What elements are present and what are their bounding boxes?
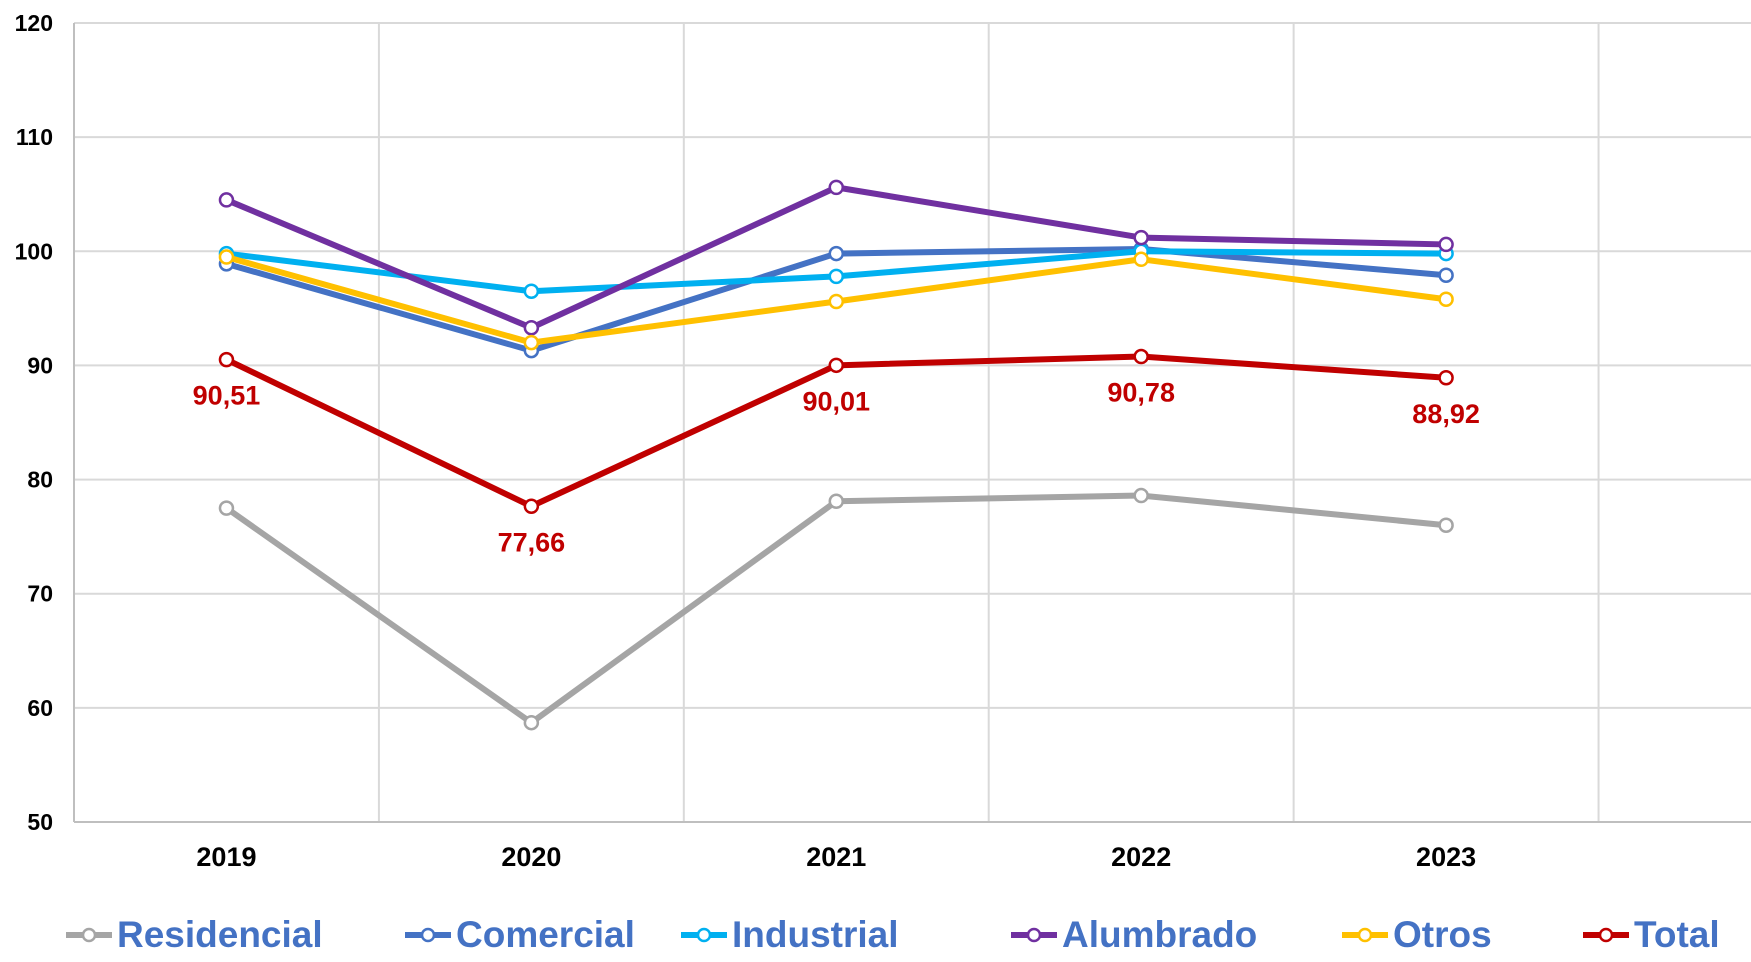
point-total: [1438, 370, 1454, 386]
y-tick-label: 90: [27, 352, 53, 378]
point-total: [523, 498, 540, 515]
gridlines: [74, 22, 1751, 822]
data-label: 90,51: [193, 381, 261, 411]
series-line-residencial: [223, 492, 1450, 726]
point-residencial: [523, 714, 540, 731]
point-alumbrado: [1438, 236, 1454, 253]
data-label: 77,66: [498, 527, 566, 557]
point-residencial: [1133, 487, 1149, 504]
point-industrial: [523, 283, 540, 299]
point-residencial: [1438, 517, 1454, 533]
point-alumbrado: [1133, 229, 1149, 246]
point-otros: [1438, 291, 1454, 307]
x-axis-ticks: 2019 2020 2021 2022 2023: [196, 842, 1476, 872]
point-residencial: [218, 500, 235, 516]
y-tick-label: 50: [27, 809, 53, 835]
legend-label: Total: [1634, 914, 1720, 955]
y-tick-label: 60: [27, 695, 53, 721]
point-total: [828, 357, 845, 374]
point-otros: [218, 249, 235, 265]
point-residencial: [828, 493, 845, 510]
legend-label: Alumbrado: [1062, 914, 1258, 955]
data-labels: 90,51 77,66 90,01 90,78 88,92: [193, 378, 1480, 558]
legend: Residencial Comercial Industrial Alumbrado O…: [0, 908, 1751, 962]
x-tick-label: 2023: [1416, 842, 1476, 872]
x-tick-label: 2021: [806, 842, 866, 872]
point-industrial: [828, 268, 845, 285]
legend-marker-icon: [681, 927, 727, 943]
point-total: [218, 351, 235, 368]
x-tick-label: 2022: [1111, 842, 1171, 872]
legend-marker-icon: [1011, 927, 1057, 943]
point-comercial: [828, 245, 845, 262]
legend-item-comercial: Comercial: [404, 908, 635, 962]
x-tick-label: 2019: [196, 842, 256, 872]
data-label: 88,92: [1412, 399, 1480, 429]
y-tick-label: 70: [27, 581, 53, 607]
data-label: 90,78: [1107, 378, 1175, 408]
point-otros: [828, 293, 845, 310]
y-tick-label: 100: [15, 238, 53, 264]
legend-item-residencial: Residencial: [65, 908, 323, 962]
line-chart: 50 60 70 80 90 100 110 120 2019 2020 2021 2022 2023…: [15, 10, 1751, 872]
point-otros: [1133, 251, 1149, 268]
series-line-total: [223, 353, 1450, 510]
y-axis-ticks: 50 60 70 80 90 100 110 120: [15, 10, 53, 835]
point-total: [1133, 348, 1149, 365]
y-tick-label: 80: [27, 467, 53, 493]
y-tick-label: 110: [16, 124, 53, 150]
series-lines: [218, 179, 1454, 731]
y-tick-label: 120: [15, 10, 53, 36]
legend-marker-icon: [1342, 927, 1388, 943]
point-alumbrado: [828, 179, 845, 196]
legend-item-industrial: Industrial: [680, 908, 899, 962]
legend-marker-icon: [1583, 927, 1629, 943]
point-comercial: [1438, 267, 1454, 284]
legend-item-total: Total: [1582, 908, 1720, 962]
legend-item-alumbrado: Alumbrado: [1010, 908, 1257, 962]
x-tick-label: 2020: [501, 842, 561, 872]
axes: [73, 23, 1751, 823]
legend-marker-icon: [66, 927, 112, 943]
legend-label: Comercial: [456, 914, 635, 955]
legend-label: Industrial: [732, 914, 899, 955]
point-alumbrado: [523, 320, 540, 336]
legend-label: Residencial: [117, 914, 323, 955]
legend-marker-icon: [405, 927, 451, 943]
legend-item-otros: Otros: [1341, 908, 1492, 962]
point-otros: [523, 334, 540, 351]
legend-label: Otros: [1393, 914, 1492, 955]
point-alumbrado: [218, 192, 235, 208]
data-label: 90,01: [802, 386, 870, 416]
